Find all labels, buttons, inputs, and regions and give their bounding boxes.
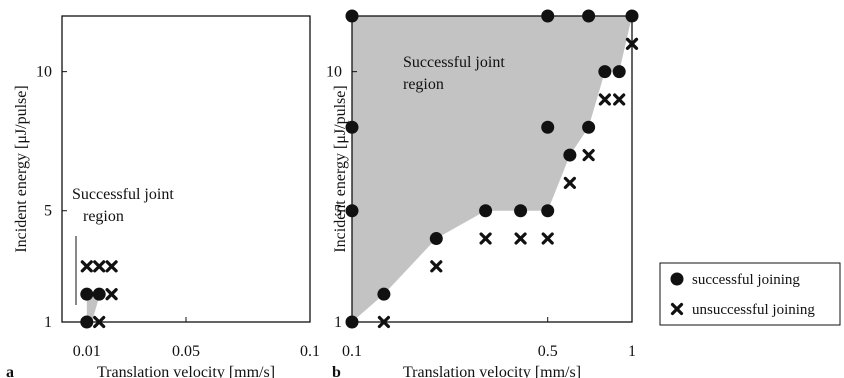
panel-b-frame bbox=[351, 15, 633, 323]
panel-b-success-point bbox=[625, 9, 639, 23]
panel-b-x-tick-label: 0.1 bbox=[342, 343, 362, 360]
panel-b-fail-point bbox=[613, 93, 626, 106]
panel-b: 0.1 0.5 1 1 5 10 Successful joint region Tran… bbox=[326, 9, 639, 378]
legend-fail-label: unsuccessful joining bbox=[692, 302, 815, 318]
panel-b-fail-point bbox=[430, 260, 443, 273]
panel-b-success-point bbox=[377, 287, 391, 301]
panel-b-letter: b bbox=[332, 364, 341, 378]
panel-a-frame bbox=[61, 15, 311, 323]
legend-box bbox=[659, 262, 841, 326]
panel-a-y-tick-label: 10 bbox=[36, 64, 52, 81]
panel-a-region-label-line2: region bbox=[83, 208, 124, 225]
panel-b-success-point bbox=[429, 232, 443, 246]
panel-b-region-label-line2: region bbox=[403, 76, 444, 93]
panel-b-success-region bbox=[352, 16, 632, 322]
panel-b-y-tick-label: 10 bbox=[326, 64, 342, 81]
panel-a-fail-point bbox=[105, 260, 118, 273]
legend: successful joining unsuccessful joining bbox=[659, 262, 841, 326]
panel-b-success-point bbox=[612, 65, 626, 79]
panel-b-success-point bbox=[345, 204, 359, 218]
panel-b-y-tick-label: 5 bbox=[334, 203, 342, 220]
panel-a-fail-point bbox=[105, 288, 118, 301]
panel-b-success-point bbox=[345, 315, 359, 329]
panel-b-fail-point bbox=[563, 176, 576, 190]
panel-a-fail-point bbox=[93, 260, 106, 273]
panel-b-fail-point bbox=[514, 232, 527, 245]
panel-a-y-axis-label: Incident energy [μJ/pulse] bbox=[13, 85, 30, 252]
panel-b-fail-point bbox=[479, 232, 492, 245]
legend-success-marker bbox=[670, 272, 684, 286]
panel-a-region-label-line1: Successful joint bbox=[72, 186, 174, 203]
legend-success-label: successful joining bbox=[692, 272, 800, 288]
panel-a-fail-point bbox=[93, 315, 106, 329]
panel-b-y-tick-label: 1 bbox=[334, 314, 342, 331]
panel-b-success-point bbox=[582, 120, 596, 134]
panel-b-fail-point bbox=[377, 315, 391, 329]
panel-b-fail-point bbox=[598, 93, 611, 106]
panel-b-x-tick-label: 1 bbox=[628, 343, 636, 360]
panel-b-success-point bbox=[598, 65, 612, 79]
panel-b-x-tick-label: 0.5 bbox=[538, 343, 558, 360]
panel-b-success-point bbox=[541, 204, 555, 218]
panel-a-x-tick-label: 0.1 bbox=[300, 343, 320, 360]
panel-a-y-tick-label: 5 bbox=[44, 203, 52, 220]
legend-fail-marker bbox=[670, 302, 684, 316]
panel-a-success-point bbox=[80, 315, 94, 329]
panel-a-success-region bbox=[86, 294, 100, 322]
panel-b-fail-point bbox=[541, 232, 554, 245]
panel-a-fail-point bbox=[80, 260, 93, 273]
panel-a-success-point bbox=[80, 287, 94, 301]
panel-b-region-label-line1: Successful joint bbox=[403, 54, 505, 71]
panel-a-x-tick-label: 0.01 bbox=[73, 343, 101, 360]
panel-b-success-point bbox=[479, 204, 493, 218]
panel-b-success-point bbox=[541, 9, 555, 23]
panel-b-success-point bbox=[563, 148, 577, 162]
panel-a-x-axis-label: Translation velocity [mm/s] bbox=[97, 364, 275, 378]
panel-b-fail-point bbox=[582, 148, 595, 162]
panel-b-success-point bbox=[582, 9, 596, 23]
panel-b-success-point bbox=[541, 120, 555, 134]
panel-b-success-point bbox=[514, 204, 528, 218]
panel-b-fail-point bbox=[625, 37, 639, 50]
panel-b-y-axis-label: Incident energy [μJ/pulse] bbox=[332, 85, 349, 252]
panel-a-y-tick-label: 1 bbox=[44, 314, 52, 331]
panel-b-x-axis-label: Translation velocity [mm/s] bbox=[403, 364, 581, 378]
panel-a-letter: a bbox=[6, 364, 14, 378]
panel-a-success-point bbox=[92, 287, 106, 301]
panel-a-x-tick-label: 0.05 bbox=[172, 343, 200, 360]
panel-b-success-point bbox=[345, 9, 359, 23]
panel-b-success-point bbox=[345, 120, 359, 134]
